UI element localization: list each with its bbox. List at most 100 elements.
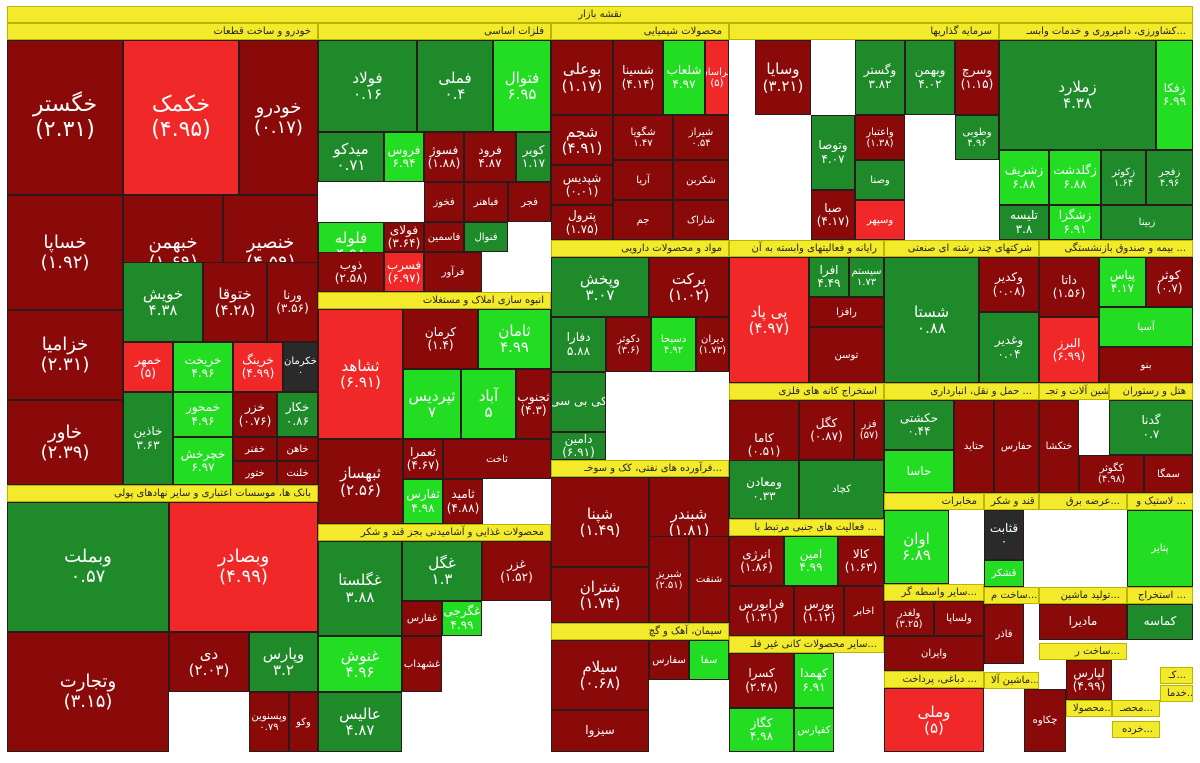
stock-tile[interactable]: دفارا ۵.۸۸ <box>551 317 606 372</box>
stock-tile[interactable]: فخوز <box>424 182 464 222</box>
stock-tile[interactable]: فروس ۶.۹۴ <box>384 132 424 182</box>
stock-tile[interactable]: فاسمین <box>424 222 464 252</box>
stock-tile[interactable]: ثبهساز (۲.۵۶) <box>318 439 403 524</box>
stock-tile[interactable]: زبینا <box>1101 205 1193 240</box>
stock-tile[interactable]: کرمان (۱.۴) <box>403 309 478 369</box>
stock-tile[interactable]: ثجنوب (۴.۳) <box>516 369 551 439</box>
stock-tile[interactable]: ومعادن ۰.۳۳ <box>729 460 799 519</box>
stock-tile[interactable]: اخابر <box>844 586 884 636</box>
stock-tile[interactable]: فجر <box>508 182 551 222</box>
stock-tile[interactable]: ثامان ۴.۹۹ <box>478 309 551 369</box>
stock-tile[interactable]: ماديرا <box>1039 604 1127 640</box>
stock-tile[interactable]: بوعلی (۱.۱۷) <box>551 40 613 115</box>
stock-tile[interactable]: زفکا ۶.۹۹ <box>1156 40 1193 150</box>
stock-tile[interactable]: وپسنوین ۰.۷۹ <box>249 692 289 752</box>
stock-tile[interactable]: فولای (۳.۶۴) <box>384 222 424 252</box>
stock-tile[interactable]: کالا (۱.۶۳) <box>838 536 884 586</box>
stock-tile[interactable]: وایران <box>884 636 984 671</box>
stock-tile[interactable]: خگستر (۲.۳۱) <box>7 40 123 195</box>
stock-tile[interactable]: ثفارس ۴.۹۸ <box>403 479 443 524</box>
stock-tile[interactable]: زملارد ۴.۳۸ <box>999 40 1156 150</box>
stock-tile[interactable]: خریخت ۴.۹۶ <box>173 342 233 392</box>
stock-tile[interactable]: ختوقا (۴.۲۸) <box>203 262 267 342</box>
stock-tile[interactable]: شجم (۴.۹۱) <box>551 115 613 165</box>
stock-tile[interactable]: کچاد <box>799 460 884 519</box>
stock-tile[interactable]: کهمدا ۶.۹۱ <box>794 653 834 708</box>
stock-tile[interactable]: فملی ۰.۴ <box>417 40 493 132</box>
stock-tile[interactable]: خزامیا (۲.۳۱) <box>7 310 123 400</box>
stock-tile[interactable]: شاراک <box>673 200 729 240</box>
stock-tile[interactable]: انرژی (۱.۸۶) <box>729 536 784 586</box>
stock-tile[interactable]: اوان ۶.۸۹ <box>884 510 949 584</box>
stock-tile[interactable]: خمحور ۴.۹۶ <box>173 392 233 437</box>
stock-tile[interactable]: وپخش ۳.۰۷ <box>551 257 649 317</box>
stock-tile[interactable]: دسبحا ۴.۹۲ <box>651 317 696 372</box>
stock-tile[interactable]: امین ۴.۹۹ <box>784 536 838 586</box>
stock-tile[interactable]: رافزا <box>809 297 884 327</box>
stock-tile[interactable]: لپارس (۴.۹۹) <box>1066 660 1112 700</box>
stock-tile[interactable]: فولاد ۰.۱۶ <box>318 40 417 132</box>
stock-tile[interactable]: خویش ۴.۳۸ <box>123 262 203 342</box>
stock-tile[interactable]: سفا <box>689 640 729 680</box>
stock-tile[interactable]: شکربن <box>673 160 729 200</box>
stock-tile[interactable]: حاسا <box>884 450 954 493</box>
stock-tile[interactable]: خفنر <box>233 437 277 461</box>
stock-tile[interactable]: فرود ۴.۸۷ <box>464 132 516 182</box>
stock-tile[interactable]: شپدیس (۰.۰۱) <box>551 165 613 205</box>
stock-tile[interactable]: ورنا (۳.۵۶) <box>267 262 318 342</box>
stock-tile[interactable]: خکار ۰.۸۶ <box>277 392 318 437</box>
stock-tile[interactable]: کسرا (۲.۴۸) <box>729 653 794 708</box>
stock-tile[interactable]: کفپارس <box>794 708 834 752</box>
stock-tile[interactable]: حکشتی ۰.۴۴ <box>884 400 954 450</box>
stock-tile[interactable]: پی پاد (۴.۹۷) <box>729 257 809 383</box>
stock-tile[interactable]: سمگا <box>1144 455 1193 493</box>
stock-tile[interactable]: افرا ۴.۴۹ <box>809 257 849 297</box>
stock-tile[interactable]: البرز (۶.۹۹) <box>1039 317 1099 383</box>
stock-tile[interactable]: فنوال <box>464 222 508 252</box>
stock-tile[interactable]: خساپا (۱.۹۲) <box>7 195 123 310</box>
stock-tile[interactable]: وطوبی ۴.۹۶ <box>955 115 999 160</box>
stock-tile[interactable]: فباهنر <box>464 182 508 222</box>
stock-tile[interactable]: کماسه <box>1127 604 1193 640</box>
stock-tile[interactable]: شپنا (۱.۴۹) <box>551 477 649 567</box>
stock-tile[interactable]: کگوثر (۴.۹۸) <box>1079 455 1144 493</box>
stock-tile[interactable]: عالیس ۴.۸۷ <box>318 692 402 752</box>
stock-tile[interactable]: جم <box>613 200 673 240</box>
stock-tile[interactable]: شگویا ۱.۴۷ <box>613 115 673 160</box>
stock-tile[interactable]: وکو <box>289 692 318 752</box>
stock-tile[interactable]: زگلدشت ۶.۸۸ <box>1049 150 1101 205</box>
stock-tile[interactable]: کگل (۰.۸۷) <box>799 400 854 460</box>
stock-tile[interactable]: حفارس <box>994 400 1039 493</box>
stock-tile[interactable]: دی (۲.۰۳) <box>169 632 249 692</box>
stock-tile[interactable]: ثپردیس ۷ <box>403 369 461 439</box>
stock-tile[interactable]: کوثر (۰.۷) <box>1146 257 1193 307</box>
stock-tile[interactable]: وصنا <box>855 160 905 200</box>
stock-tile[interactable]: شستا ۰.۸۸ <box>884 257 979 383</box>
stock-tile[interactable]: وبهمن ۴.۰۲ <box>905 40 955 115</box>
stock-tile[interactable]: آباد ۵ <box>461 369 516 439</box>
stock-tile[interactable]: شبریز (۲.۵۱) <box>649 536 689 623</box>
stock-tile[interactable]: قثابت ۰ <box>984 510 1024 560</box>
stock-tile[interactable]: فتوال ۶.۹۵ <box>493 40 551 132</box>
stock-tile[interactable]: بورس (۱.۱۲) <box>794 586 844 636</box>
stock-tile[interactable]: سیلام (۰.۶۸) <box>551 640 649 710</box>
stock-tile[interactable]: کی بی سی <box>551 372 606 432</box>
stock-tile[interactable]: وبملت ۰.۵۷ <box>7 502 169 632</box>
stock-tile[interactable]: آریا <box>613 160 673 200</box>
stock-tile[interactable]: وسرچ (۱.۱۵) <box>955 40 999 115</box>
stock-tile[interactable]: سفارس <box>649 640 689 680</box>
stock-tile[interactable]: فاذر <box>984 604 1024 664</box>
stock-tile[interactable]: غگلستا ۳.۸۸ <box>318 541 402 636</box>
stock-tile[interactable]: زفجر ۴.۹۶ <box>1146 150 1193 205</box>
stock-tile[interactable]: غشهداب <box>402 636 442 692</box>
stock-tile[interactable]: دیران (۱.۷۳) <box>696 317 729 372</box>
stock-tile[interactable]: ختکشا <box>1039 400 1079 493</box>
stock-tile[interactable]: قشکر <box>984 560 1024 587</box>
stock-tile[interactable]: وپارس ۳.۲ <box>249 632 318 692</box>
stock-tile[interactable]: خاهن <box>277 437 318 461</box>
stock-tile[interactable]: خودرو (۰.۱۷) <box>239 40 318 195</box>
stock-tile[interactable]: خچرخش ۶.۹۷ <box>173 437 233 485</box>
stock-tile[interactable]: فزر (۵۷) <box>854 400 884 460</box>
stock-tile[interactable]: خکرمان ۰ <box>283 342 318 392</box>
stock-tile[interactable]: تلیسه ۳.۸ <box>999 205 1049 240</box>
